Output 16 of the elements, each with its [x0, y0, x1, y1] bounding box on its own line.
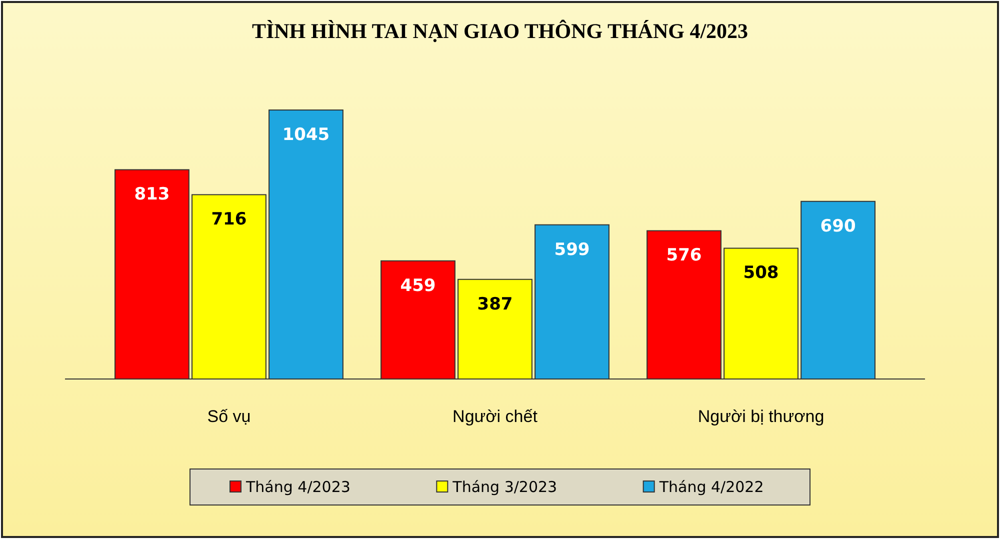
- data-label: 459: [400, 276, 436, 296]
- x-tick-label: Người bị thương: [698, 407, 824, 426]
- data-label: 813: [134, 184, 170, 205]
- data-label: 387: [477, 294, 513, 314]
- legend-label: Tháng 4/2023: [245, 478, 350, 496]
- legend-label: Tháng 3/2023: [452, 478, 558, 496]
- x-tick-label: Số vụ: [207, 407, 251, 426]
- data-label: 690: [820, 216, 856, 236]
- data-label: 599: [554, 240, 590, 260]
- x-tick-label: Người chết: [452, 407, 538, 426]
- chart-title: TÌNH HÌNH TAI NẠN GIAO THÔNG THÁNG 4/2023: [252, 19, 748, 43]
- data-label: 716: [211, 210, 247, 230]
- data-label: 576: [666, 246, 702, 266]
- legend-label: Tháng 4/2022: [658, 478, 764, 496]
- data-label: 508: [743, 263, 779, 284]
- data-label: 1045: [282, 125, 330, 145]
